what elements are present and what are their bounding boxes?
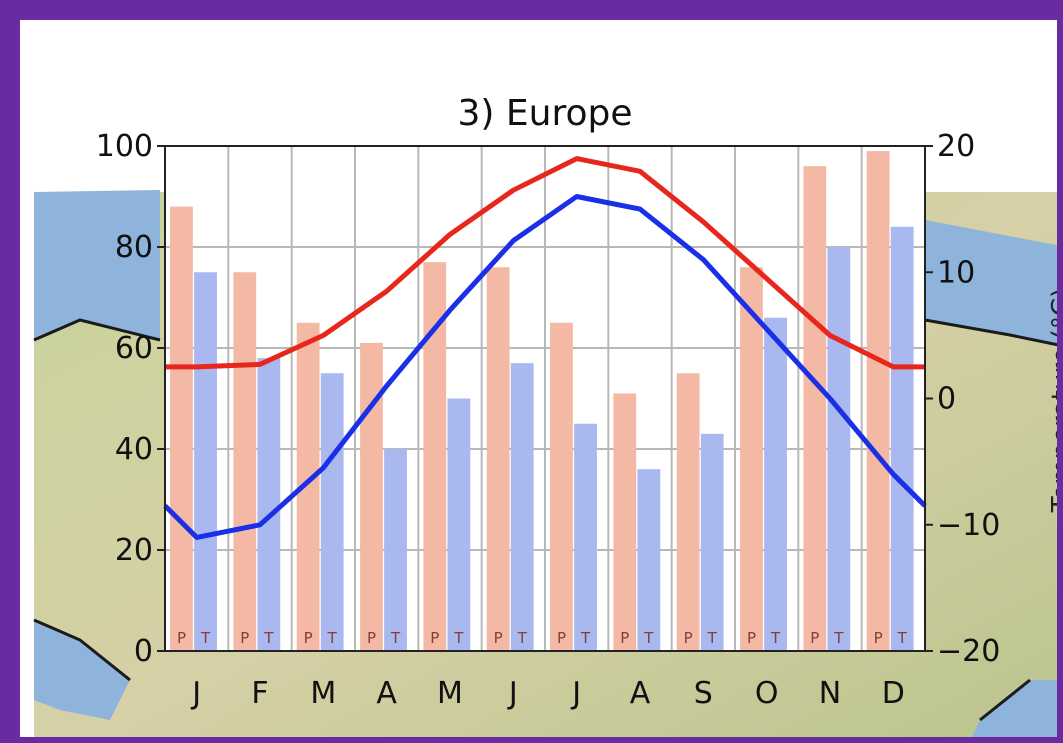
right-axis-tick-label: −10 [937, 508, 1000, 543]
bar-label: P [240, 629, 249, 647]
bar [550, 322, 573, 651]
right-axis-tick-label: 0 [937, 382, 956, 417]
bar-label: P [557, 629, 566, 647]
bar-label: T [200, 629, 211, 647]
lines [163, 156, 927, 540]
bar-label: P [684, 629, 693, 647]
bar [233, 272, 257, 651]
bar-label: P [747, 629, 756, 647]
bar-label: P [874, 629, 883, 647]
bar-label: P [430, 629, 439, 647]
bar [170, 206, 193, 651]
month-label: A [376, 676, 397, 711]
bar-label: T [517, 629, 528, 647]
month-label: J [190, 676, 201, 711]
map-sea-bottom-right [972, 680, 1057, 737]
bar [486, 267, 510, 651]
bar-label: P [304, 629, 313, 647]
month-label: N [819, 676, 841, 711]
map-sea-top-right [925, 220, 1057, 345]
month-label: A [630, 676, 651, 711]
chart-svg: P P P P P P P P P P P PT T T T T T T T T T T T 020406080100−20… [33, 93, 1063, 737]
month-label: J [507, 676, 518, 711]
right-axis-tick-label: 20 [937, 129, 975, 164]
left-axis-tick-label: 40 [115, 432, 153, 467]
bar-label: P [367, 629, 376, 647]
bar-label: T [833, 629, 844, 647]
bar-label: T [327, 629, 338, 647]
month-label: J [570, 676, 581, 711]
bar [360, 342, 383, 651]
bar-label: P [620, 629, 629, 647]
bar [447, 398, 471, 651]
bar-label: T [390, 629, 401, 647]
series-line [165, 156, 925, 370]
month-label: M [437, 676, 463, 711]
bar [764, 317, 787, 651]
right-axis-tick-label: 10 [937, 255, 975, 290]
bar [803, 166, 827, 651]
left-axis-tick-label: 20 [115, 533, 153, 568]
month-label: O [755, 676, 779, 711]
bars: P P P P P P P P P P P PT T T T T T T T T T T T [170, 151, 914, 652]
bar [257, 358, 281, 651]
bar-label: T [643, 629, 654, 647]
left-axis-tick-label: 60 [115, 331, 153, 366]
bar [423, 262, 447, 651]
bar-label: P [177, 629, 186, 647]
right-axis-tick-label: −20 [937, 634, 1000, 669]
bar-label: P [494, 629, 503, 647]
bar [827, 247, 851, 651]
bar-label: P [810, 629, 819, 647]
bar [890, 226, 914, 652]
bar [574, 423, 597, 651]
bar [510, 363, 534, 651]
bar [700, 433, 724, 651]
left-axis-tick-label: 100 [96, 129, 153, 164]
bar [194, 272, 217, 651]
month-label: D [882, 676, 905, 711]
series-line [163, 194, 927, 540]
bar [613, 393, 637, 651]
bar-label: T [453, 629, 464, 647]
chart-title: 3) Europe [458, 93, 633, 134]
bar-label: T [707, 629, 718, 647]
bar-label: T [770, 629, 781, 647]
bar [866, 151, 890, 652]
bar [676, 373, 700, 651]
axes: 0 20 40 60 80 100 −20 −10 0 10 20 J F M A M J J A S O N D [96, 129, 1001, 711]
map-border-lines [33, 318, 1057, 722]
month-label: F [251, 676, 268, 711]
bar-label: T [897, 629, 908, 647]
plot-area: P P P P P P P P P P P PT T T T T T T T T T T T [163, 145, 927, 652]
left-axis-tick-label: 0 [134, 634, 153, 669]
bar-label: T [263, 629, 274, 647]
map-sea-top-left [34, 190, 160, 340]
left-axis-tick-label: 80 [115, 230, 153, 265]
bar [740, 267, 763, 651]
map-sea-bottom-left [34, 620, 130, 720]
bar [320, 373, 344, 651]
right-axis-label: Temperature (°C) [1047, 288, 1063, 513]
bar [637, 469, 661, 651]
bar-label: T [580, 629, 591, 647]
month-label: S [694, 676, 713, 711]
bar [384, 449, 407, 651]
bar [296, 322, 320, 651]
month-label: M [310, 676, 336, 711]
